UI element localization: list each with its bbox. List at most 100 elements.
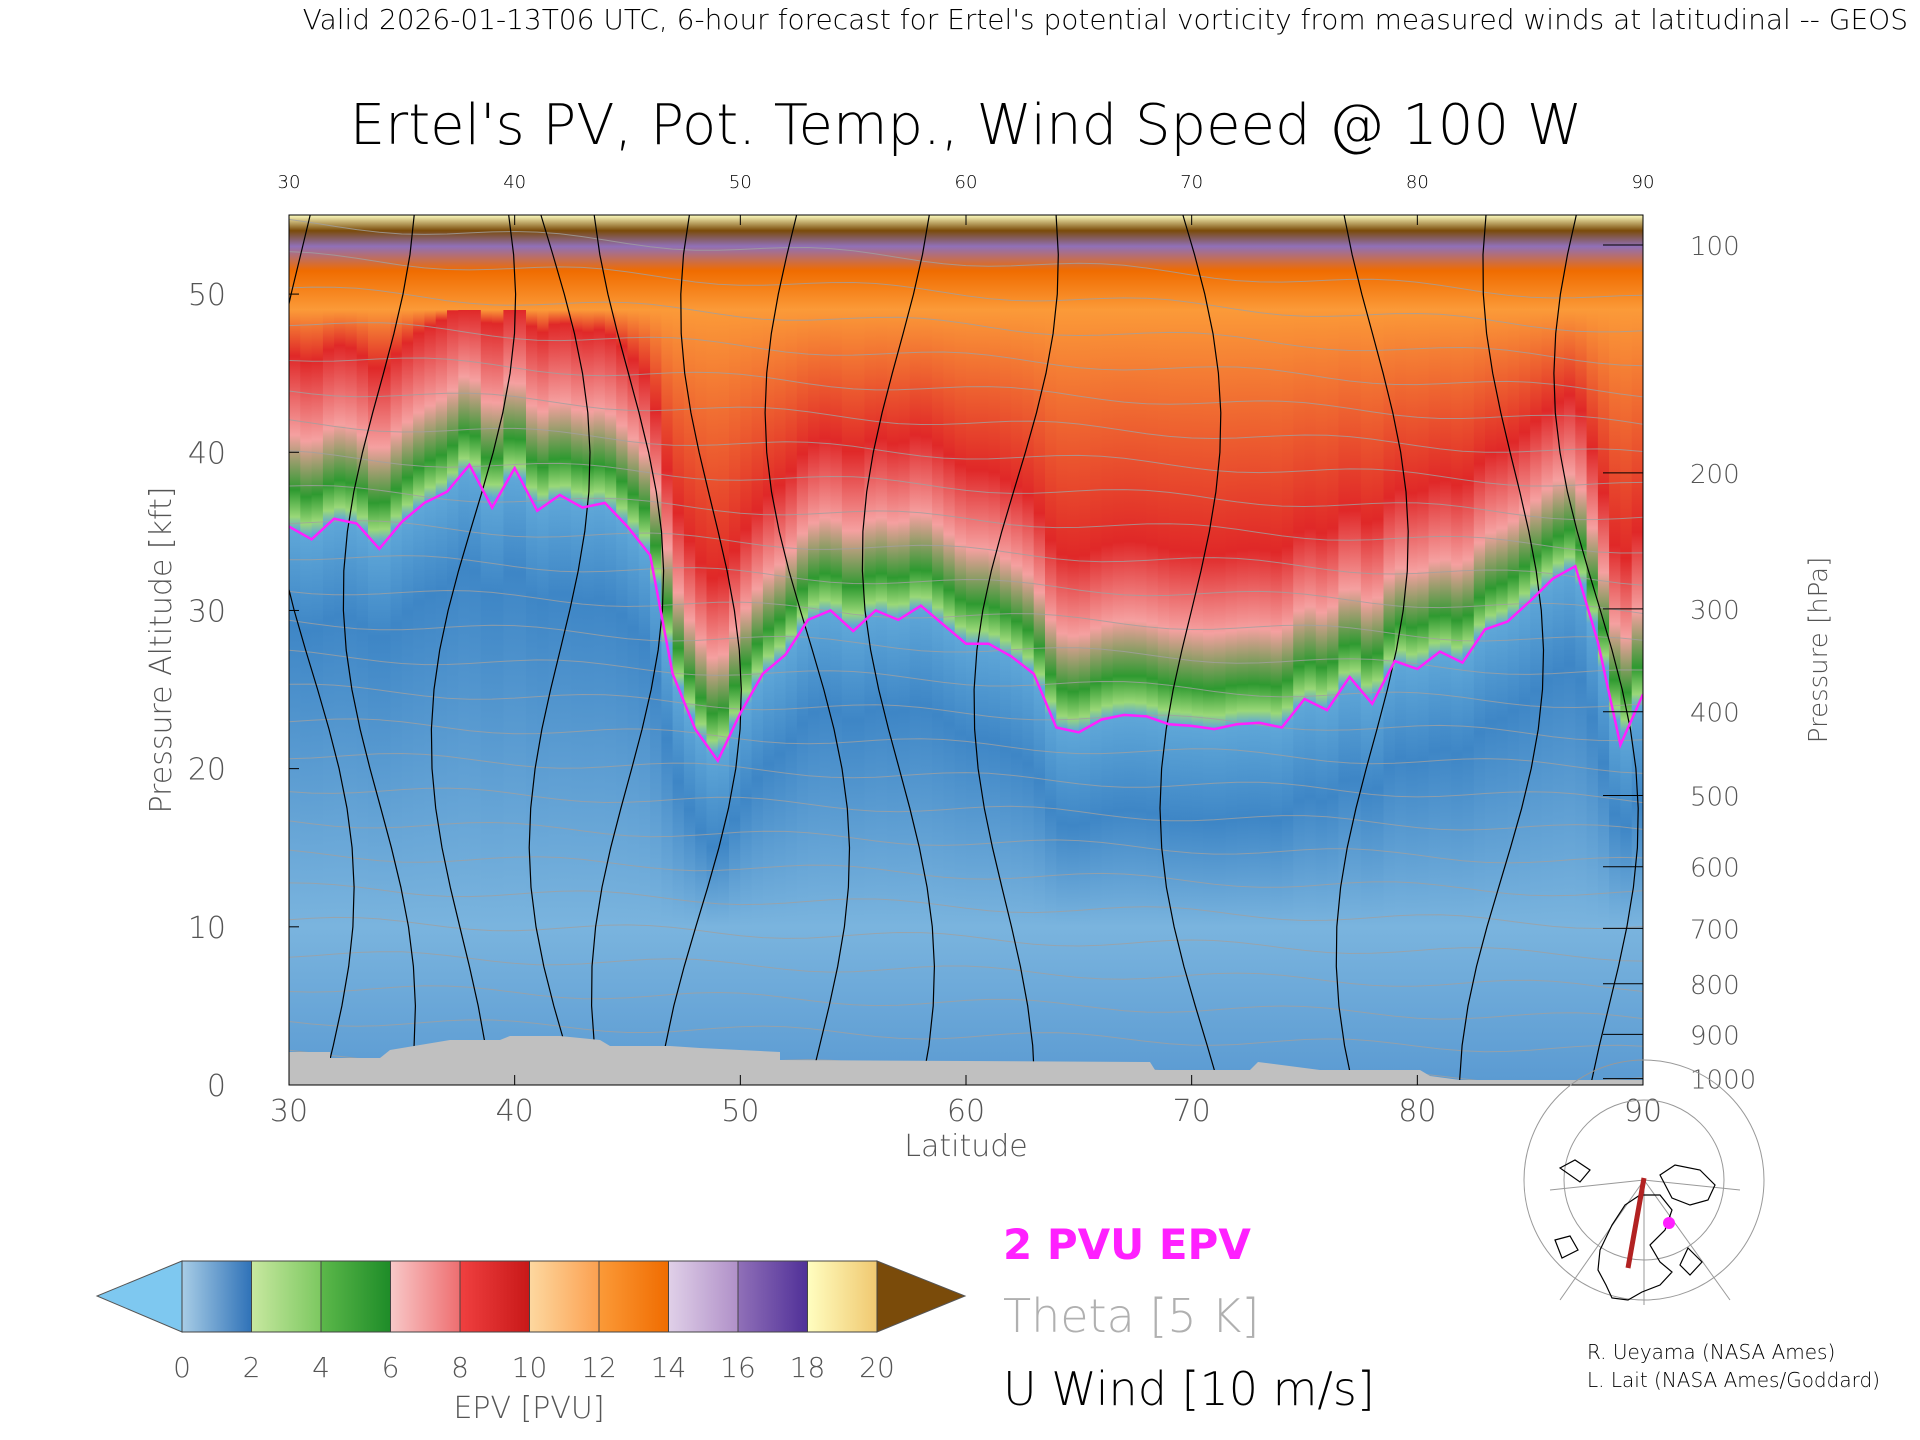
y-tick-label-left: 30 bbox=[188, 594, 226, 629]
epv-column bbox=[1360, 215, 1373, 1085]
epv-column bbox=[785, 215, 798, 1085]
theta-contour bbox=[289, 985, 1643, 1020]
epv-column bbox=[379, 215, 392, 1085]
epv-column bbox=[1552, 215, 1565, 1085]
epv-column bbox=[729, 215, 741, 1085]
epv-column bbox=[582, 215, 595, 1085]
colorbar-tick-label: 6 bbox=[382, 1351, 400, 1384]
epv-column bbox=[638, 215, 651, 1085]
epv-column bbox=[1124, 215, 1136, 1085]
legend-2pvu-epv: 2 PVU EPV bbox=[1003, 1220, 1251, 1269]
y-tick-label-right: 500 bbox=[1690, 783, 1740, 813]
epv-column bbox=[1620, 215, 1633, 1085]
colorbar-segment bbox=[182, 1261, 252, 1332]
theta-contour bbox=[289, 450, 1643, 521]
epv-column bbox=[830, 215, 843, 1085]
colorbar-segments bbox=[181, 1260, 878, 1333]
epv-column bbox=[1135, 215, 1148, 1085]
epv-column bbox=[898, 215, 911, 1085]
epv-column bbox=[1045, 215, 1057, 1085]
epv-column bbox=[1564, 215, 1576, 1085]
x-tick-label: 90 bbox=[1624, 1094, 1662, 1129]
y-tick-label-left: 50 bbox=[188, 278, 226, 313]
theta-contour bbox=[289, 951, 1643, 992]
epv-column bbox=[1609, 215, 1621, 1085]
epv-column bbox=[1293, 215, 1306, 1085]
contour-legend: 2 PVU EPV Theta [5 K] U Wind [10 m/s] bbox=[1003, 1220, 1375, 1416]
epv-column bbox=[300, 215, 313, 1085]
y-tick-label-right: 600 bbox=[1690, 854, 1740, 884]
u-wind-contour bbox=[1159, 215, 1222, 1085]
colorbar-segment bbox=[738, 1261, 808, 1332]
epv-column bbox=[1281, 215, 1294, 1085]
colorbar-tick-label: 4 bbox=[312, 1351, 330, 1384]
u-wind-contour bbox=[659, 215, 742, 1085]
theta-contour bbox=[289, 820, 1643, 864]
epv-column bbox=[977, 215, 990, 1085]
epv-column bbox=[368, 215, 380, 1085]
colorbar-tick-label: 14 bbox=[651, 1351, 687, 1384]
y-tick-label-left: 10 bbox=[188, 911, 226, 946]
epv-column bbox=[1428, 215, 1441, 1085]
colorbar-tick-label: 20 bbox=[859, 1351, 895, 1384]
u-wind-contours bbox=[289, 215, 1639, 1085]
credit-line-2: L. Lait (NASA Ames/Goddard) bbox=[1587, 1368, 1880, 1392]
epv-column bbox=[334, 215, 346, 1085]
theta-contour bbox=[289, 849, 1643, 897]
epv-column bbox=[1090, 215, 1102, 1085]
epv-column bbox=[1338, 215, 1351, 1085]
epv-column bbox=[548, 215, 561, 1085]
epv-column bbox=[943, 215, 956, 1085]
epv-column bbox=[469, 215, 482, 1085]
colorbar-under-triangle bbox=[95, 1260, 183, 1333]
two-pvu-contour bbox=[289, 462, 1643, 764]
epv-column bbox=[819, 215, 832, 1085]
epv-column bbox=[503, 215, 516, 1085]
epv-column bbox=[604, 215, 617, 1085]
epv-column bbox=[966, 215, 978, 1085]
u-wind-contour bbox=[973, 215, 1059, 1085]
u-wind-contour bbox=[861, 215, 936, 1085]
epv-column bbox=[1033, 215, 1046, 1085]
epv-column bbox=[1270, 215, 1283, 1085]
epv-column bbox=[559, 215, 572, 1085]
epv-colorbar: 0 2 4 6 8 10 12 14 16 18 20 EPV [PVU] bbox=[95, 1260, 967, 1426]
x-tick-label: 50 bbox=[721, 1094, 759, 1129]
epv-column bbox=[920, 215, 933, 1085]
epv-column bbox=[356, 215, 369, 1085]
colorbar-tick-label: 18 bbox=[790, 1351, 826, 1384]
epv-column bbox=[593, 215, 606, 1085]
colorbar-over-triangle bbox=[876, 1260, 967, 1333]
colorbar-label: EPV [PVU] bbox=[453, 1391, 604, 1426]
u-wind-contour bbox=[764, 215, 851, 1085]
theta-contour bbox=[289, 882, 1643, 930]
terrain-mask bbox=[289, 1036, 1643, 1085]
x-tick-label: 60 bbox=[947, 1094, 985, 1129]
epv-column bbox=[1462, 215, 1475, 1085]
epv-column bbox=[672, 215, 685, 1085]
legend-theta: Theta [5 K] bbox=[1003, 1289, 1259, 1343]
epv-column bbox=[311, 215, 324, 1085]
x-tick-label: 80 bbox=[1398, 1094, 1436, 1129]
epv-column bbox=[1236, 215, 1249, 1085]
epv-column bbox=[1496, 215, 1509, 1085]
epv-column bbox=[1597, 215, 1610, 1085]
legend-u-wind: U Wind [10 m/s] bbox=[1003, 1362, 1375, 1416]
x-tick-label-top: 60 bbox=[955, 172, 978, 193]
theta-contour bbox=[289, 1019, 1643, 1053]
epv-column bbox=[390, 215, 403, 1085]
epv-column bbox=[1011, 215, 1023, 1085]
x-tick-label-top: 80 bbox=[1406, 172, 1429, 193]
epv-column bbox=[1146, 215, 1159, 1085]
theta-contour bbox=[289, 390, 1643, 453]
y-axis-label-left: Pressure Altitude [kft] bbox=[144, 487, 179, 814]
epv-column bbox=[435, 215, 448, 1085]
y-tick-label-left: 0 bbox=[207, 1069, 226, 1104]
epv-column bbox=[740, 215, 753, 1085]
y-tick-label-right: 100 bbox=[1690, 232, 1740, 262]
axes: 3030404050506060707080809090010203040501… bbox=[188, 172, 1756, 1129]
theta-contour bbox=[289, 520, 1643, 586]
epv-column bbox=[1518, 215, 1531, 1085]
epv-column bbox=[458, 215, 471, 1085]
epv-column bbox=[1372, 215, 1385, 1085]
